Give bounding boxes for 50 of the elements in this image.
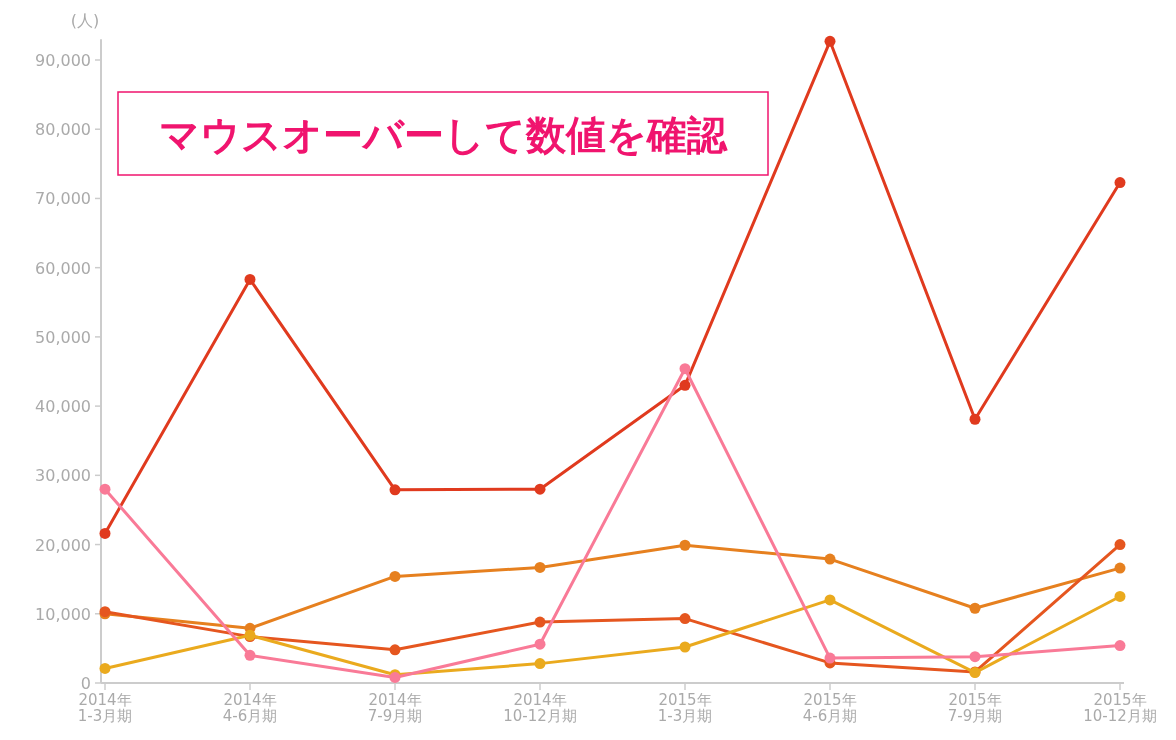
y-tick-label: 0 [80, 674, 91, 693]
point [389, 644, 401, 656]
point [534, 658, 546, 670]
point [389, 484, 401, 496]
x-tick-label: 2014年 10-12月期 [503, 691, 577, 725]
y-tick-label: 90,000 [35, 51, 91, 70]
point [679, 539, 691, 551]
x-tick-label: 2015年 4-6月期 [802, 691, 858, 725]
point [534, 616, 546, 628]
point [244, 273, 256, 285]
point [1114, 539, 1126, 551]
point [99, 662, 111, 674]
point [824, 553, 836, 565]
point [824, 594, 836, 606]
point [99, 483, 111, 495]
y-tick-label: 50,000 [35, 327, 91, 347]
point [969, 413, 981, 425]
point [679, 363, 691, 375]
point [1114, 562, 1126, 574]
x-tick-label: 2015年 10-12月期 [1083, 691, 1157, 725]
x-tick-label: 2014年 7-9月期 [367, 691, 423, 725]
y-axis-title: (人) [70, 11, 100, 30]
point [969, 602, 981, 614]
x-tick-label: 2015年 1-3月期 [657, 691, 713, 725]
y-tick-label: 20,000 [35, 535, 91, 555]
point [679, 613, 691, 625]
point [969, 651, 981, 663]
x-tick-label: 2015年 7-9月期 [947, 691, 1003, 725]
point [824, 652, 836, 664]
point [1114, 640, 1126, 652]
point [1114, 590, 1126, 602]
point [534, 483, 546, 495]
y-tick-label: 70,000 [35, 189, 91, 209]
y-tick-label: 80,000 [35, 120, 91, 140]
annotation: マウスオーバーして数値を確認 [159, 111, 728, 158]
x-tick-label: 2014年 4-6月期 [222, 691, 278, 725]
point [679, 379, 691, 391]
point [99, 527, 111, 539]
point [244, 649, 256, 661]
point [534, 561, 546, 573]
point [534, 638, 546, 650]
point [1114, 177, 1126, 189]
y-tick-label: 40,000 [35, 397, 91, 417]
y-tick-label: 10,000 [35, 604, 91, 624]
point [679, 641, 691, 653]
y-tick-label: 60,000 [35, 258, 91, 278]
point [824, 35, 836, 47]
y-tick-label: 30,000 [35, 466, 91, 486]
point [389, 570, 401, 582]
x-tick-label: 2014年 1-3月期 [77, 691, 133, 725]
